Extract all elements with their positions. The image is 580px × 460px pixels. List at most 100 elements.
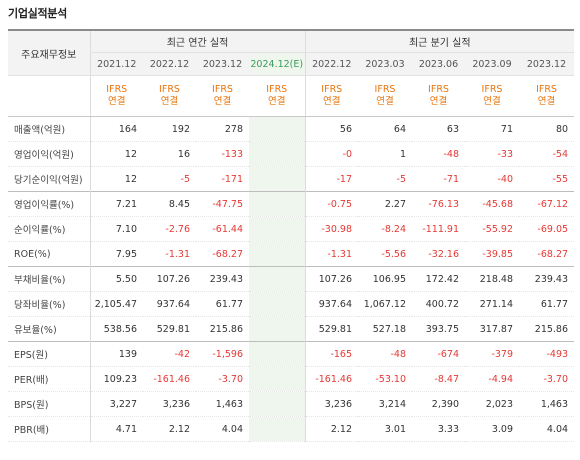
value-cell: 61.77 (519, 291, 575, 317)
period-header: 2023.03 (358, 52, 412, 76)
value-cell: -53.10 (358, 366, 412, 392)
value-cell (249, 116, 305, 142)
value-cell: -111.91 (412, 216, 465, 242)
table-row: EPS(원) 139 -42 -1,596 -165 -48 -674 -379 -493 (8, 341, 575, 367)
ifrs-label-top: IFRS (321, 84, 343, 95)
value-cell: 3.09 (465, 416, 519, 442)
ifrs-label-bottom: 연결 (323, 96, 341, 107)
value-cell: -4.94 (465, 366, 519, 392)
value-cell (249, 341, 305, 367)
value-cell: 3,227 (89, 391, 143, 417)
value-cell: 2.27 (358, 191, 412, 217)
value-cell (249, 141, 305, 167)
value-cell (249, 366, 305, 392)
period-header: 2022.12 (143, 52, 196, 76)
row-label: 부채비율(%) (8, 266, 90, 292)
value-cell (249, 316, 305, 342)
ifrs-label: IFRS 연결 (249, 75, 305, 117)
ifrs-label-bottom: 연결 (108, 96, 126, 107)
value-cell: 400.72 (412, 291, 465, 317)
table-row: 부채비율(%) 5.50 107.26 239.43 107.26 106.95 172.4… (8, 266, 575, 292)
period-header: 2021.12 (89, 52, 143, 76)
quarterly-group-header: 최근 분기 실적 (304, 29, 575, 53)
value-cell: 3,236 (143, 391, 196, 417)
value-cell: -40 (465, 166, 519, 192)
row-label: ROE(%) (8, 241, 90, 267)
period-header: 2023.09 (465, 52, 519, 76)
value-cell (249, 216, 305, 242)
ifrs-label-bottom: 연결 (160, 96, 179, 107)
value-cell: 12 (89, 166, 143, 192)
row-label: 순이익률(%) (8, 216, 90, 242)
table-row: 영업이익(억원) 12 16 -133 -0 1 -48 -33 -54 (8, 141, 575, 167)
value-cell: -48 (358, 341, 412, 367)
period-header: 2023.12 (519, 52, 575, 76)
value-cell: 172.42 (412, 266, 465, 292)
value-cell (249, 166, 305, 192)
value-cell: 192 (143, 116, 196, 142)
value-cell: 4.71 (89, 416, 143, 442)
value-cell: -1,596 (196, 341, 249, 367)
value-cell: 2,105.47 (89, 291, 143, 317)
value-cell: 529.81 (143, 316, 196, 342)
ifrs-label: IFRS 연결 (465, 75, 519, 117)
value-cell: -0 (304, 141, 358, 167)
value-cell: -45.68 (465, 191, 519, 217)
value-cell: -33 (465, 141, 519, 167)
value-cell: -674 (412, 341, 465, 367)
ifrs-label: IFRS 연결 (358, 75, 412, 117)
value-cell: -61.44 (196, 216, 249, 242)
value-cell: 937.64 (143, 291, 196, 317)
ifrs-label-bottom: 연결 (429, 96, 448, 107)
period-header: 2024.12(E) (249, 52, 305, 76)
period-header-row: 2021.12 2022.12 2023.12 2024.12(E) 2022.12 20… (8, 52, 575, 76)
value-cell: -5 (143, 166, 196, 192)
row-label: 당기순이익(억원) (8, 166, 90, 192)
value-cell: 164 (89, 116, 143, 142)
value-cell: 64 (358, 116, 412, 142)
period-header: 2023.12 (196, 52, 249, 76)
period-header: 2022.12 (304, 52, 358, 76)
table-body: 매출액(억원) 164 192 278 56 64 63 71 80 영업이익(억원) 12 16 -1… (8, 116, 575, 442)
value-cell: 2,390 (412, 391, 465, 417)
ifrs-label: IFRS 연결 (143, 75, 196, 117)
row-label: 영업이익(억원) (8, 141, 90, 167)
value-cell: 239.43 (196, 266, 249, 292)
table-row: PBR(배) 4.71 2.12 4.04 2.12 3.01 3.33 3.09 4.04 (8, 416, 575, 442)
ifrs-label: IFRS 연결 (412, 75, 465, 117)
value-cell (249, 241, 305, 267)
value-cell: 7.10 (89, 216, 143, 242)
ifrs-label-top: IFRS (266, 84, 288, 95)
ifrs-label: IFRS 연결 (89, 75, 143, 117)
ifrs-label: IFRS 연결 (519, 75, 575, 117)
value-cell: 239.43 (519, 266, 575, 292)
ifrs-label-top: IFRS (374, 84, 396, 95)
value-cell: 937.64 (304, 291, 358, 317)
row-label: PBR(배) (8, 416, 90, 442)
value-cell: 317.87 (465, 316, 519, 342)
row-label: BPS(원) (8, 391, 90, 417)
value-cell: 109.23 (89, 366, 143, 392)
row-label: 영업이익률(%) (8, 191, 90, 217)
value-cell: 56 (304, 116, 358, 142)
value-cell: -1.31 (304, 241, 358, 267)
value-cell: 529.81 (304, 316, 358, 342)
value-cell: 1 (358, 141, 412, 167)
value-cell: -3.70 (519, 366, 575, 392)
value-cell: -161.46 (304, 366, 358, 392)
value-cell: 107.26 (304, 266, 358, 292)
ifrs-header-row: IFRS 연결 IFRS 연결 IFRS 연결 IFRS 연결 IFRS 연결 IFRS 연결 IFRS… (8, 75, 575, 117)
value-cell: -47.75 (196, 191, 249, 217)
value-cell (249, 391, 305, 417)
value-cell: -5 (358, 166, 412, 192)
value-cell: 7.21 (89, 191, 143, 217)
value-cell: -17 (304, 166, 358, 192)
value-cell: -3.70 (196, 366, 249, 392)
table-row: 영업이익률(%) 7.21 8.45 -47.75 -0.75 2.27 -76.13 -45… (8, 191, 575, 217)
ifrs-label-bottom: 연결 (537, 96, 556, 107)
value-cell: 5.50 (89, 266, 143, 292)
value-cell: -68.27 (196, 241, 249, 267)
value-cell: 2,023 (465, 391, 519, 417)
row-label: 당좌비율(%) (8, 291, 90, 317)
value-cell: 106.95 (358, 266, 412, 292)
